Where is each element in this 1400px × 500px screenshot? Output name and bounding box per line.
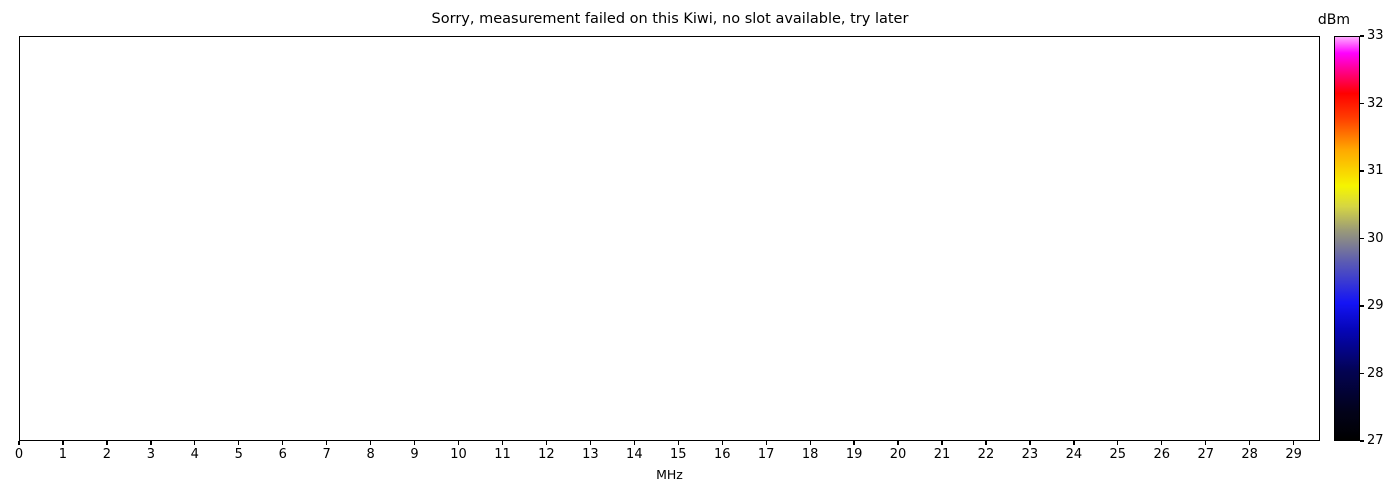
x-tick-label: 0 <box>14 447 24 462</box>
colorbar-tick-label: 32 <box>1367 95 1384 111</box>
x-tick-mark <box>677 441 679 445</box>
x-tick-label: 11 <box>494 447 511 462</box>
x-tick-label: 13 <box>582 447 599 462</box>
x-tick-label: 12 <box>538 447 555 462</box>
x-tick-label: 17 <box>757 447 775 462</box>
colorbar-tick-label: 29 <box>1367 298 1384 313</box>
x-tick-label: 3 <box>146 447 155 462</box>
x-tick-label: 14 <box>626 447 643 462</box>
x-tick-label: 10 <box>450 447 467 462</box>
colorbar-tick-mark <box>1360 35 1364 37</box>
x-tick-mark <box>18 441 20 445</box>
plot-area <box>19 36 1320 441</box>
x-tick-label: 28 <box>1241 447 1258 462</box>
x-tick-label: 16 <box>713 447 731 462</box>
x-tick-mark <box>369 441 372 445</box>
x-tick-label: 15 <box>670 447 687 462</box>
colorbar-gradient <box>1335 37 1359 440</box>
colorbar-label: dBm <box>1317 12 1351 28</box>
x-tick-label: 2 <box>102 447 112 462</box>
x-tick-label: 20 <box>889 447 907 462</box>
x-tick-label: 19 <box>845 447 863 462</box>
x-tick-label: 8 <box>366 447 375 462</box>
x-tick-mark <box>62 441 64 445</box>
x-tick-label: 29 <box>1285 447 1302 462</box>
x-tick-mark <box>589 441 592 445</box>
colorbar-tick-mark <box>1360 237 1364 240</box>
x-tick-mark <box>545 441 548 445</box>
colorbar-tick-label: 28 <box>1367 365 1384 381</box>
x-tick-mark <box>326 441 328 445</box>
x-tick-mark <box>1029 441 1031 445</box>
x-tick-mark <box>1205 441 1207 445</box>
x-tick-mark <box>457 441 460 445</box>
x-tick-label: 6 <box>278 447 287 462</box>
x-tick-label: 4 <box>190 447 199 462</box>
colorbar-tick-label: 27 <box>1367 433 1384 448</box>
colorbar-tick-mark <box>1360 372 1364 375</box>
page-title: Sorry, measurement failed on this Kiwi, … <box>431 11 909 27</box>
x-tick-mark <box>941 441 943 445</box>
colorbar-tick-mark <box>1360 102 1364 105</box>
colorbar-tick-label: 31 <box>1367 163 1384 178</box>
x-tick-label: 1 <box>58 447 68 462</box>
x-tick-mark <box>501 441 504 445</box>
x-tick-label: 23 <box>1021 447 1039 462</box>
x-tick-mark <box>1292 441 1295 445</box>
x-tick-label: 21 <box>933 447 951 462</box>
colorbar-tick-label: 33 <box>1367 28 1384 43</box>
x-tick-mark <box>721 441 723 445</box>
x-tick-mark <box>853 441 855 445</box>
x-tick-label: 27 <box>1197 447 1214 462</box>
x-tick-label: 26 <box>1153 447 1171 462</box>
colorbar-tick-mark <box>1360 440 1364 442</box>
x-tick-mark <box>765 441 767 445</box>
x-tick-label: 9 <box>410 447 419 462</box>
x-tick-mark <box>1117 441 1119 445</box>
x-tick-label: 25 <box>1109 447 1127 462</box>
x-tick-mark <box>985 441 987 445</box>
x-tick-mark <box>238 441 240 445</box>
x-tick-mark <box>150 441 152 445</box>
x-tick-mark <box>897 441 899 445</box>
x-tick-mark <box>1161 441 1163 445</box>
x-tick-mark <box>633 441 635 445</box>
colorbar <box>1334 36 1360 441</box>
x-tick-label: 18 <box>801 447 819 462</box>
colorbar-ticks: 27 28 29 30 31 32 33 <box>1360 28 1400 448</box>
colorbar-tick-mark <box>1360 170 1364 172</box>
x-tick-mark <box>1249 441 1251 445</box>
x-tick-mark <box>809 441 811 445</box>
x-tick-label: 24 <box>1065 447 1083 462</box>
colorbar-tick-label: 30 <box>1367 230 1384 246</box>
x-tick-label: 22 <box>977 447 995 462</box>
x-tick-mark <box>413 441 416 445</box>
x-tick-mark <box>106 441 108 445</box>
x-axis-ticks: 0 1 2 3 4 5 6 7 8 9 10 11 12 13 14 15 16 17 18 19 20 21 22 23 24… <box>15 441 1320 481</box>
x-tick-label: 5 <box>234 447 243 462</box>
x-tick-mark <box>1073 441 1075 445</box>
x-tick-mark <box>194 441 196 445</box>
colorbar-tick-mark <box>1360 305 1364 307</box>
x-tick-label: 7 <box>322 447 331 462</box>
x-axis-label: MHz <box>656 467 683 482</box>
x-tick-mark <box>282 441 284 445</box>
